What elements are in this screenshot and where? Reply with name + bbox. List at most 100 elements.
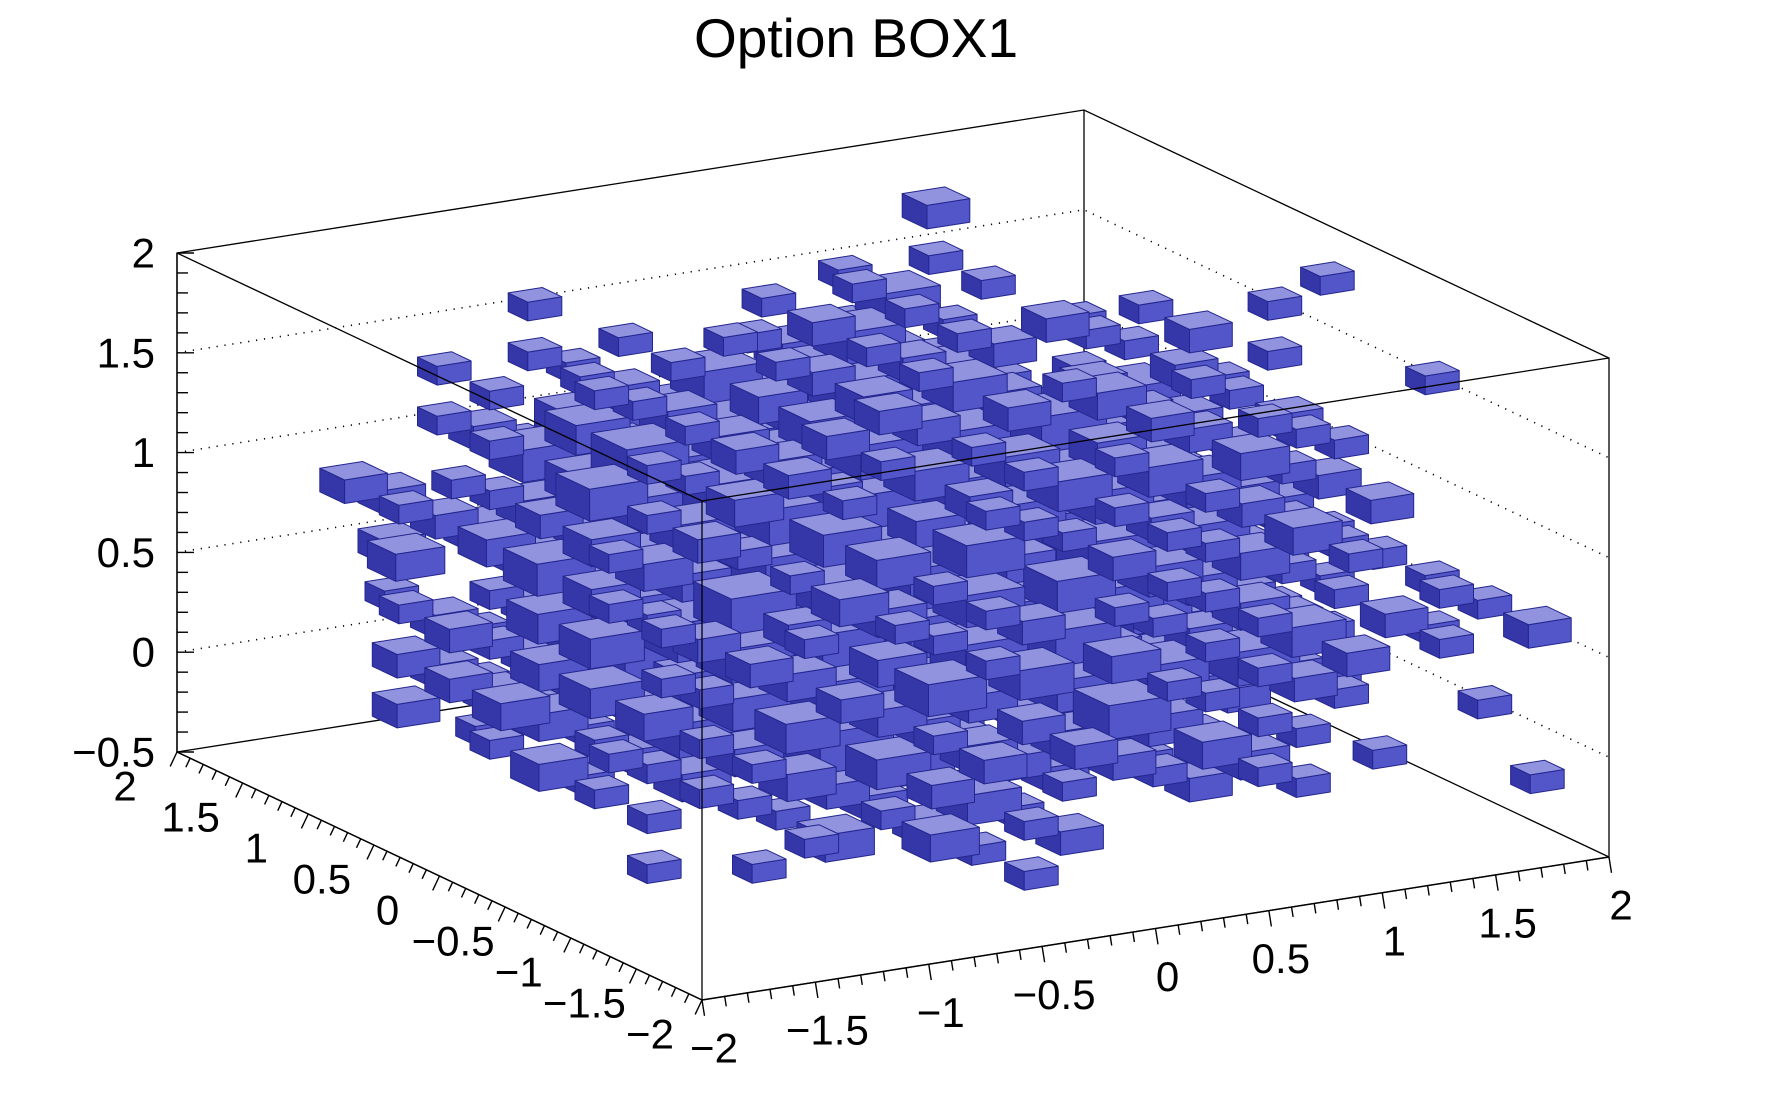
histogram-box xyxy=(1004,457,1059,492)
box-top-face xyxy=(378,490,434,506)
box-top-face xyxy=(507,336,563,353)
histogram-box xyxy=(965,496,1021,531)
histogram-box xyxy=(801,417,870,461)
x-axis-minor-tick xyxy=(1290,906,1294,918)
y-axis-major-tick xyxy=(366,844,375,860)
y-axis-minor-tick xyxy=(355,838,362,849)
x-axis-minor-tick xyxy=(769,989,773,1000)
box-top-face xyxy=(417,401,472,417)
y-axis-minor-tick xyxy=(552,931,559,942)
x-axis-minor-tick xyxy=(1404,889,1408,900)
histogram-box xyxy=(1405,360,1460,396)
histogram-box xyxy=(1345,481,1415,525)
x-axis-minor-tick xyxy=(905,967,909,978)
box-top-face xyxy=(469,376,525,392)
histogram-box xyxy=(319,461,388,504)
histogram-box xyxy=(951,432,1007,467)
histogram-box xyxy=(417,351,472,386)
box-top-face xyxy=(1147,667,1202,683)
histogram-box xyxy=(1147,667,1202,702)
histogram-box xyxy=(1238,603,1293,638)
y-axis-minor-tick xyxy=(250,788,257,799)
box-top-face xyxy=(1118,289,1174,306)
box-top-face xyxy=(1345,481,1415,501)
histogram-box xyxy=(558,615,645,670)
y-axis-minor-tick xyxy=(290,807,296,818)
x-axis-minor-tick xyxy=(792,985,795,996)
histogram-box xyxy=(672,520,742,564)
y-axis-minor-tick xyxy=(657,981,664,991)
box-top-face xyxy=(1264,506,1343,529)
histogram-box xyxy=(846,332,902,368)
box-top-face xyxy=(908,240,964,257)
histogram-box xyxy=(958,741,1028,785)
box-top-face xyxy=(834,375,914,398)
box-top-face xyxy=(1171,364,1226,381)
histogram-box xyxy=(507,336,563,372)
histogram-box xyxy=(913,571,968,606)
z-axis-tick-label: 1 xyxy=(132,429,155,476)
histogram-box xyxy=(1087,538,1157,582)
x-axis-minor-tick xyxy=(1222,917,1226,928)
x-axis-major-tick xyxy=(1381,892,1386,909)
histogram-box xyxy=(1072,678,1172,741)
histogram-box xyxy=(627,450,682,485)
box-top-face xyxy=(1247,336,1303,352)
y-axis-tick-label: −2 xyxy=(626,1011,674,1058)
x-axis-tick-label: −1 xyxy=(917,989,965,1036)
histogram-box xyxy=(815,681,885,724)
x-axis-minor-tick xyxy=(1086,939,1090,950)
chart-title: Option BOX1 xyxy=(693,7,1019,69)
histogram-box xyxy=(1328,538,1384,574)
histogram-box xyxy=(588,539,644,574)
x-axis-tick-label: −0.5 xyxy=(1013,971,1096,1018)
histogram-box xyxy=(598,322,653,357)
histogram-box xyxy=(469,376,525,411)
x-axis-minor-tick xyxy=(1540,867,1544,878)
histogram-box xyxy=(507,287,563,322)
box-top-face xyxy=(1042,368,1097,384)
y-axis-minor-tick xyxy=(578,943,585,954)
y-axis-major-tick xyxy=(235,782,244,798)
y-axis-minor-tick xyxy=(211,770,218,780)
y-axis-minor-tick xyxy=(605,956,611,966)
histogram-box xyxy=(961,265,1016,300)
histogram-box xyxy=(627,799,682,835)
box-top-face xyxy=(424,610,493,630)
box-top-face xyxy=(1247,286,1303,303)
x-axis-minor-tick xyxy=(746,992,750,1003)
box-top-face xyxy=(471,682,551,705)
box-top-face xyxy=(937,318,992,335)
box-top-face xyxy=(1021,299,1090,320)
histogram-box xyxy=(899,357,954,392)
x-axis-minor-tick xyxy=(1018,949,1022,960)
box-top-face xyxy=(507,287,563,303)
y-axis-minor-tick xyxy=(487,900,493,911)
y-axis-tick-label: 2 xyxy=(113,763,136,810)
histogram-box xyxy=(894,659,988,718)
x-axis-tick-label: 1 xyxy=(1383,917,1406,964)
histogram-box xyxy=(1238,652,1293,688)
histogram-box xyxy=(1238,403,1293,438)
histogram-box xyxy=(1238,702,1293,738)
y-axis-minor-tick xyxy=(342,832,349,842)
x-axis-minor-tick xyxy=(1358,896,1362,907)
histogram-box xyxy=(1503,605,1572,649)
histogram-box xyxy=(1211,431,1291,482)
histogram-box xyxy=(1419,624,1474,659)
box-top-face xyxy=(574,774,630,791)
histogram-box xyxy=(471,682,551,732)
histogram-box xyxy=(703,322,758,357)
histogram-box xyxy=(1247,286,1303,321)
box-top-face xyxy=(431,465,486,481)
x-axis-minor-tick xyxy=(1562,864,1566,875)
x-axis-tick-label: 0.5 xyxy=(1252,935,1310,982)
y-axis-major-tick xyxy=(563,937,572,953)
histogram-box xyxy=(615,692,694,742)
histogram-box xyxy=(574,774,630,810)
box-top-face xyxy=(598,322,653,339)
box-top-face xyxy=(784,624,840,641)
y-axis-minor-tick xyxy=(644,974,651,985)
box-top-face xyxy=(1211,431,1291,455)
